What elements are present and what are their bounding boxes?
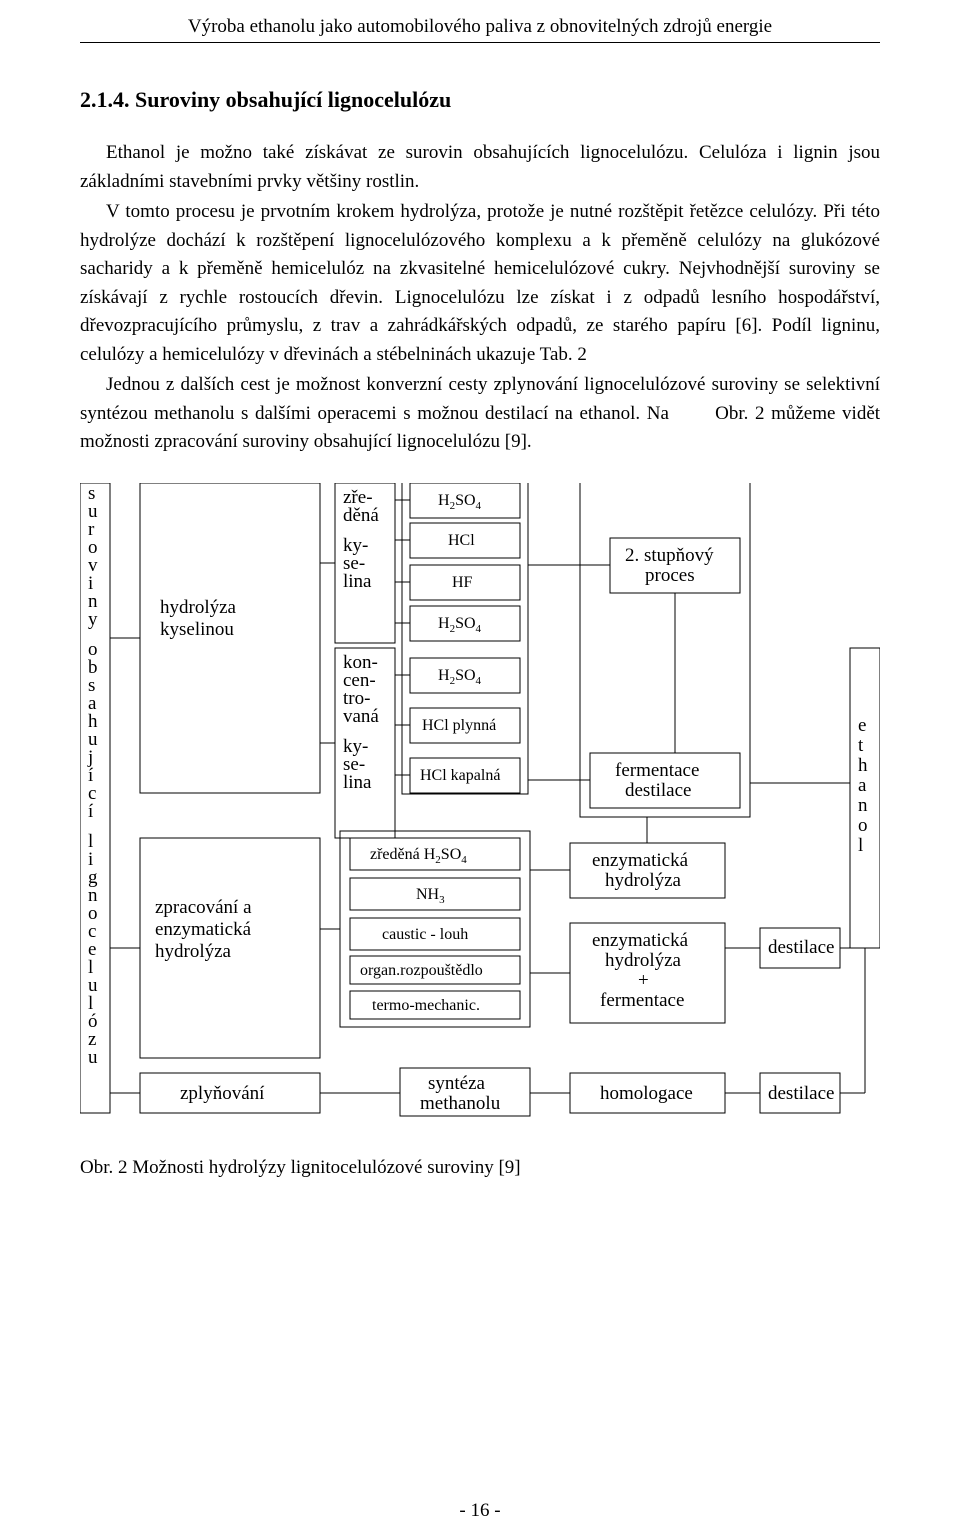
section-heading: 2.1.4. Suroviny obsahující lignocelulózu [80,87,880,113]
paragraph-3b-text: Obr. 2 [715,403,764,424]
paragraph-2-text: V tomto procesu je prvotním krokem hydro… [80,201,880,365]
node-enz-hydrolysis: enzymatickáhydrolýza [592,850,689,891]
figure-caption: Obr. 2 Možnosti hydrolýzy lignitocelulóz… [80,1157,880,1179]
section-number: 2.1.4. [80,87,130,112]
node-destilace-1: destilace [768,937,834,958]
node-hcl: HCl [448,532,475,549]
node-caustic: caustic - louh [382,926,468,943]
node-homologation: homologace [600,1083,693,1104]
node-gasification: zplyňování [180,1083,265,1104]
page-footer: - 16 - [0,1500,960,1522]
flowchart-svg: sur ovi ny obs ahu jíc í lig noc elu lóz… [80,483,880,1143]
node-hcl-gas: HCl plynná [422,717,496,734]
paragraph-1: Ethanol je možno také získávat ze surovi… [80,139,880,196]
node-destilace-2: destilace [768,1083,834,1104]
paragraph-1-text: Ethanol je možno také získávat ze surovi… [80,142,880,192]
node-thermo-mech: termo-mechanic. [372,997,480,1014]
node-org-solvent: organ.rozpouštědlo [360,962,483,979]
paragraph-3: Jednou z dalších cest je možnost konverz… [80,371,880,457]
node-hydrolysis-acid: hydrolýza kyselinou [160,597,241,640]
node-enz-hydrolysis-ferm: enzymatickáhydrolýza +fermentace [592,930,689,1011]
running-head: Výroba ethanolu jako automobilového pali… [80,16,880,43]
page: Výroba ethanolu jako automobilového pali… [0,0,960,1538]
section-title: Suroviny obsahující lignocelulózu [135,87,451,112]
paragraph-2: V tomto procesu je prvotním krokem hydro… [80,198,880,369]
figure-2: sur ovi ny obs ahu jíc í lig noc elu lóz… [80,483,880,1179]
node-hf: HF [452,574,473,591]
node-ferm-dest: fermentacedestilace [615,760,699,801]
node-hcl-liquid: HCl kapalná [420,767,500,784]
